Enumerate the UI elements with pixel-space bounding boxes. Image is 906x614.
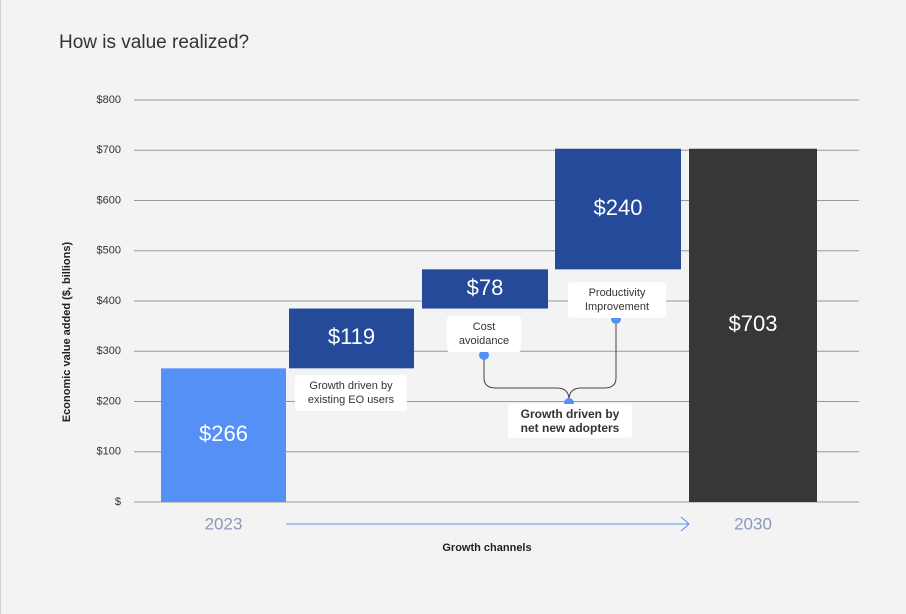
group-label: Growth driven by net new adopters	[508, 404, 632, 438]
y-tick-label: $300	[97, 345, 121, 357]
value-label: $78	[467, 275, 504, 300]
bar	[689, 148, 817, 502]
x-tick-label: 2023	[205, 514, 243, 533]
connector-dot	[479, 350, 489, 360]
chart-title: How is value realized?	[59, 32, 250, 53]
y-tick-label: $200	[97, 395, 121, 407]
y-axis-label: Economic value added ($, billions)	[61, 242, 73, 423]
bar	[289, 308, 414, 369]
x-axis-label: Growth channels	[442, 542, 531, 554]
y-tick-label: $500	[97, 245, 121, 257]
bar	[422, 269, 548, 309]
y-tick-label: $400	[97, 295, 121, 307]
value-label: $703	[729, 311, 778, 336]
value-label: $119	[328, 324, 375, 349]
x-tick-label: 2030	[734, 514, 772, 533]
y-tick-label: $	[115, 496, 121, 508]
y-tick-label: $100	[97, 446, 121, 458]
bar-note: Growth driven by existing EO users	[295, 375, 407, 411]
bar	[555, 148, 681, 270]
bar-note: Productivity Improvement	[568, 282, 666, 318]
bar-note: Cost avoidance	[447, 316, 521, 352]
value-label: $266	[199, 421, 248, 446]
value-label: $240	[594, 195, 643, 220]
y-tick-label: $700	[97, 144, 121, 156]
bar	[161, 368, 286, 502]
y-tick-label: $800	[97, 94, 121, 106]
channel-arrow	[286, 516, 690, 532]
y-tick-label: $600	[97, 194, 121, 206]
group-bracket	[483, 319, 617, 401]
